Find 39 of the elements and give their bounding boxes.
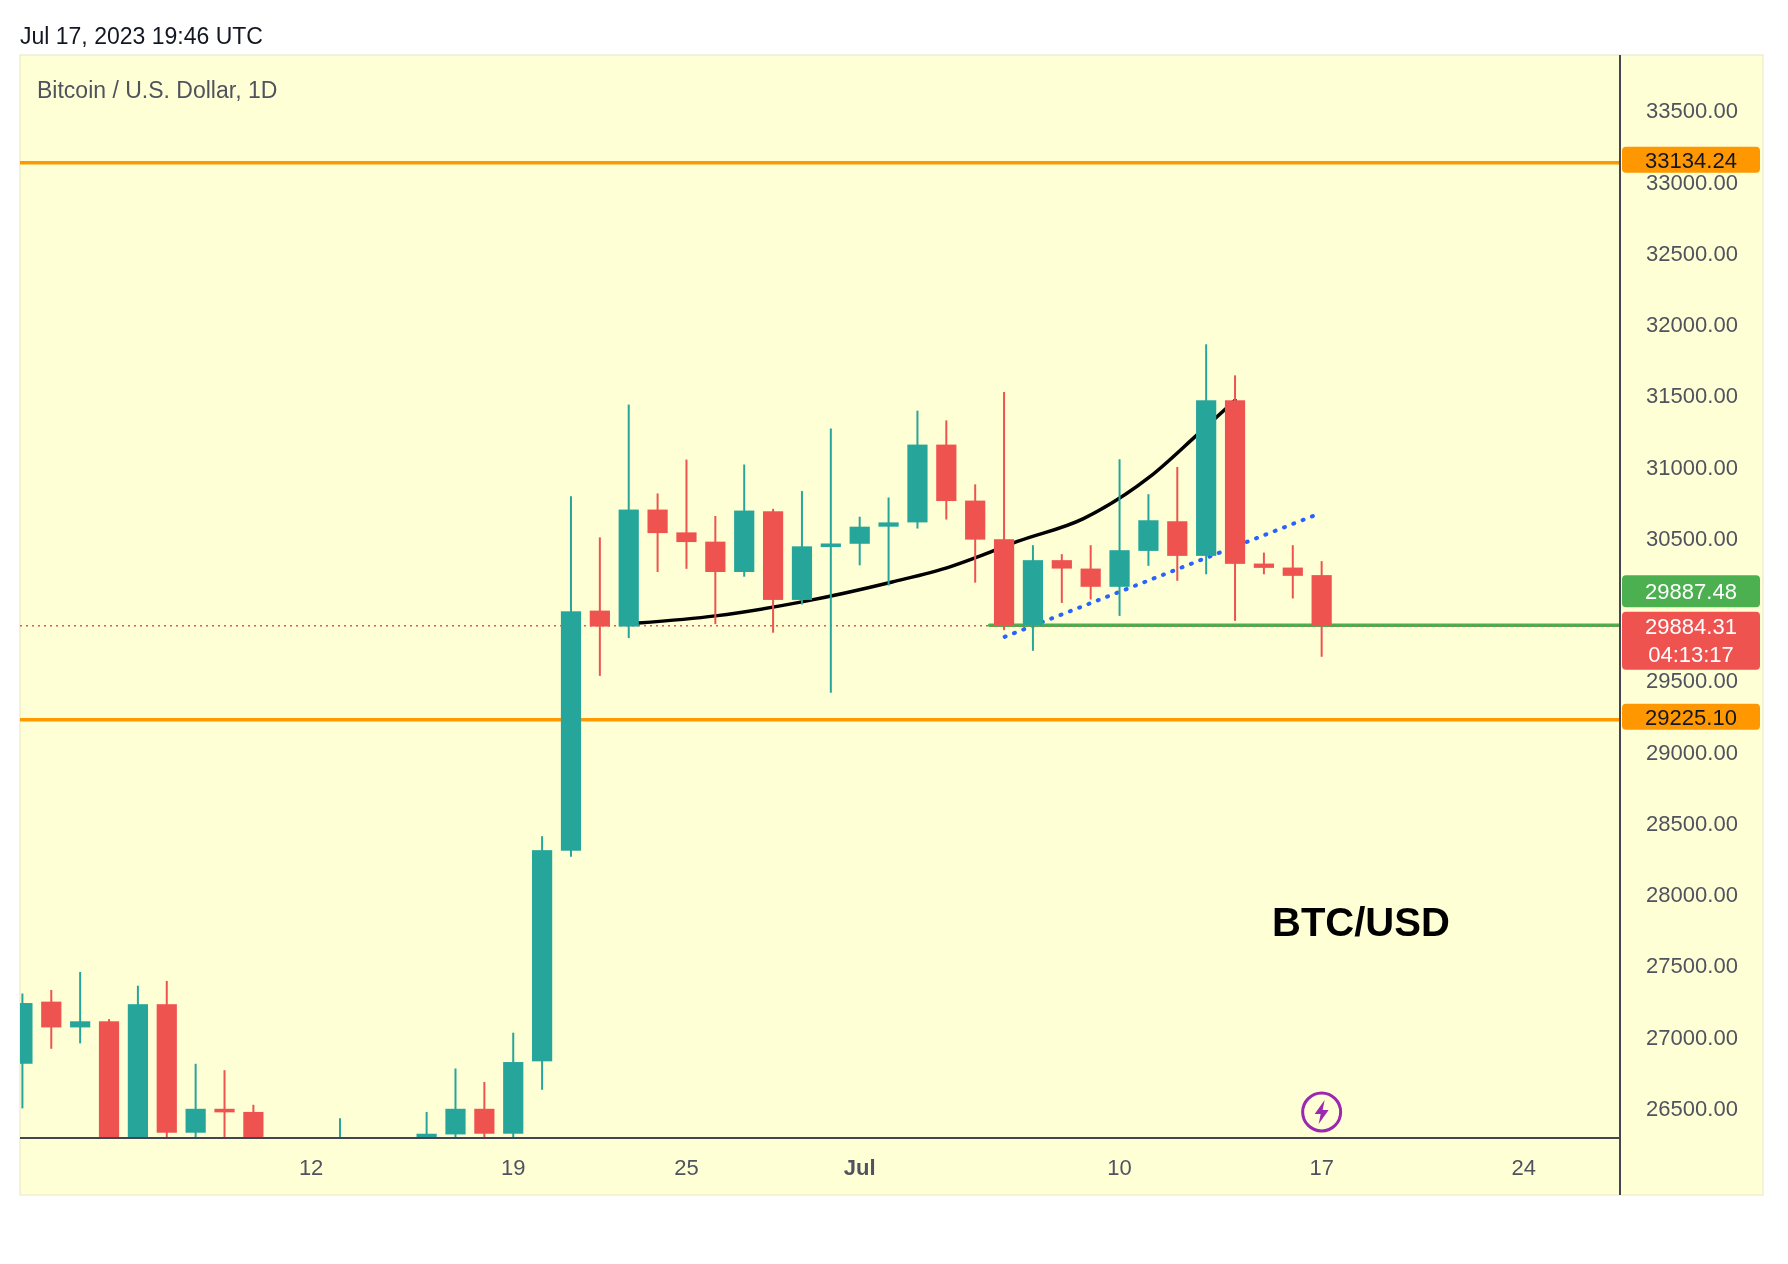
candlestick bbox=[1282, 544, 1303, 600]
text: 04:13:17 bbox=[1648, 641, 1734, 667]
y-tick-label: 30500.00 bbox=[1646, 525, 1738, 551]
text: Bitcoin / U.S. Dollar, 1D bbox=[37, 77, 278, 104]
x-tick-label: 25 bbox=[674, 1155, 699, 1180]
candlestick bbox=[647, 492, 668, 573]
x-tick-label: 10 bbox=[1107, 1155, 1132, 1180]
y-tick-label: 31000.00 bbox=[1646, 454, 1738, 480]
x-tick-label: 17 bbox=[1309, 1155, 1334, 1180]
annotation: BTC/USD bbox=[1272, 900, 1450, 944]
ref-line-label: 29884.31 bbox=[1645, 613, 1737, 639]
y-tick-label: 28000.00 bbox=[1646, 882, 1738, 908]
ref-line-label: 29225.10 bbox=[1645, 705, 1737, 731]
candlestick bbox=[1051, 553, 1072, 604]
candlestick bbox=[185, 1062, 206, 1138]
candlestick bbox=[820, 427, 841, 694]
candlestick bbox=[878, 496, 899, 587]
x-tick-label: Jul bbox=[843, 1155, 876, 1180]
x-tick-label: 19 bbox=[500, 1155, 526, 1180]
text: Jul 17, 2023 19:46 UTC bbox=[20, 23, 263, 50]
y-tick-label: 29000.00 bbox=[1646, 739, 1738, 765]
y-tick-label: 29500.00 bbox=[1646, 668, 1738, 694]
y-tick-label: 28500.00 bbox=[1646, 810, 1738, 836]
y-tick-label: 32500.00 bbox=[1646, 240, 1738, 266]
y-tick-label: 32000.00 bbox=[1646, 312, 1738, 338]
y-tick-label: 33500.00 bbox=[1646, 98, 1738, 124]
y-tick-label: 26500.00 bbox=[1646, 1095, 1738, 1121]
candlestick bbox=[70, 970, 91, 1045]
candlestick bbox=[1080, 544, 1101, 601]
y-tick-label: 27500.00 bbox=[1646, 953, 1738, 979]
y-tick-label: 31500.00 bbox=[1646, 383, 1738, 409]
x-tick-label: 24 bbox=[1511, 1155, 1536, 1180]
y-tick-label: 27000.00 bbox=[1646, 1024, 1738, 1050]
data-label: 29887.48 bbox=[1645, 579, 1737, 605]
candlestick bbox=[1253, 551, 1275, 576]
candlestick bbox=[849, 515, 870, 567]
x-tick-label: 12 bbox=[298, 1155, 324, 1180]
candlestick bbox=[676, 458, 697, 570]
candlestick bbox=[589, 536, 610, 677]
